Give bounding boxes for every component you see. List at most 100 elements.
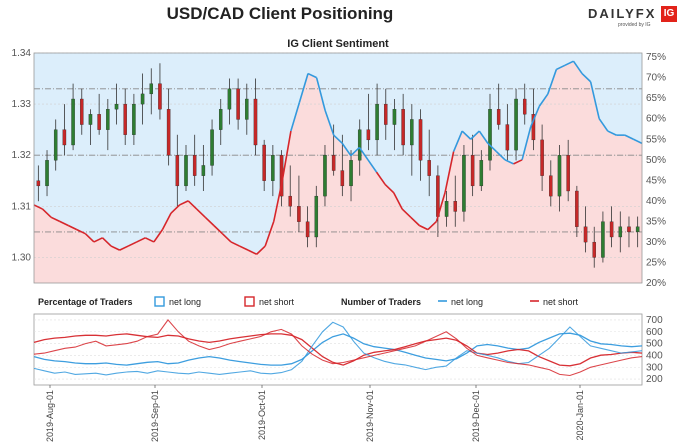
candle-body	[549, 175, 553, 197]
candle-body	[470, 155, 475, 187]
sentiment-segment	[315, 77, 326, 111]
candle-body	[114, 103, 119, 110]
candle-body	[583, 226, 588, 243]
candle-body	[323, 155, 327, 197]
candle-body	[166, 109, 171, 156]
sentiment-segment	[401, 208, 412, 218]
bottom-plot-frame	[33, 313, 643, 386]
candle-body	[236, 88, 240, 120]
legend-pct-long: net long	[169, 297, 201, 307]
candle-body	[53, 129, 58, 161]
candle-body	[140, 93, 145, 105]
candle-body	[410, 119, 414, 146]
sentiment-segment	[427, 220, 438, 231]
candle-body	[453, 201, 458, 212]
x-tick-label: 2020-Jan-01	[575, 390, 585, 441]
left-tick-label: 1.30	[12, 252, 32, 263]
ig-badge: IG	[661, 6, 677, 22]
series-line-net-long-	[33, 332, 643, 366]
sentiment-segment	[290, 102, 301, 132]
bottom-right-tick-label: 600	[646, 327, 663, 338]
candle-body	[357, 129, 362, 161]
x-tick-label: 2019-Nov-01	[365, 390, 375, 442]
sentiment-segment	[564, 60, 574, 67]
brand-name: DAILYFX	[588, 6, 657, 21]
right-tick-label: 70%	[646, 73, 666, 84]
candle-body	[80, 98, 84, 125]
sentiment-segment	[487, 142, 497, 153]
bottom-right-tick-label: 300	[646, 362, 663, 373]
candle-body	[618, 226, 623, 238]
candle-body	[514, 98, 518, 151]
sentiment-segment	[350, 146, 360, 157]
sentiment-segment	[419, 224, 429, 231]
candle-body	[331, 155, 336, 171]
candle-body	[601, 221, 605, 258]
sentiment-segment	[375, 171, 386, 185]
candle-body	[627, 226, 631, 233]
sentiment-segment	[247, 249, 257, 255]
short-area-below-line	[34, 61, 642, 284]
sentiment-segment	[84, 233, 95, 243]
brand-subtitle: provided by IG	[618, 22, 651, 28]
candle-body	[505, 124, 510, 151]
right-tick-label: 55%	[646, 134, 666, 145]
sentiment-segment	[384, 183, 395, 194]
candle-body	[36, 180, 41, 187]
candle-body	[218, 109, 223, 130]
candle-body	[262, 144, 266, 181]
sentiment-segment	[452, 130, 463, 152]
sentiment-segment	[410, 216, 420, 227]
candle-body	[392, 109, 397, 125]
candle-body	[123, 103, 127, 135]
candle-body	[201, 165, 206, 176]
right-tick-label: 60%	[646, 114, 666, 125]
x-tick-label: 2019-Aug-01	[45, 390, 55, 442]
sentiment-segment	[547, 69, 558, 95]
candle-body	[401, 109, 405, 146]
candle-body	[210, 129, 214, 166]
sentiment-segment	[153, 229, 164, 243]
sentiment-segment	[598, 118, 609, 132]
candle-body	[106, 109, 110, 130]
sentiment-segment	[633, 138, 643, 145]
candle-body	[297, 206, 301, 222]
candle-body	[418, 119, 423, 161]
top-plot-frame	[33, 52, 643, 284]
candle-body	[192, 155, 197, 176]
sentiment-segment	[341, 142, 352, 157]
candle-body	[340, 170, 345, 187]
sentiment-segment	[272, 180, 284, 222]
left-tick-label: 1.32	[12, 150, 32, 161]
series-line-net-short-	[33, 333, 643, 367]
x-tick-label: 2019-Sep-01	[150, 390, 160, 442]
sentiment-segment	[170, 204, 181, 214]
legend-pct-title: Percentage of Traders	[38, 297, 133, 307]
left-tick-label: 1.33	[12, 99, 32, 110]
candle-body	[227, 88, 232, 110]
right-tick-label: 30%	[646, 237, 666, 248]
sentiment-segment	[470, 130, 480, 140]
candle-body	[540, 139, 544, 176]
legend-num-long: net long	[451, 297, 483, 307]
candle-body	[288, 195, 292, 207]
sentiment-segment	[444, 151, 455, 193]
bottom-right-tick-label: 700	[646, 315, 663, 326]
sentiment-segment	[307, 72, 317, 79]
candle-body	[531, 114, 536, 141]
candle-body	[314, 195, 319, 238]
candle-body	[253, 98, 258, 146]
legend-short-box	[244, 296, 255, 307]
sentiment-segment	[101, 237, 112, 247]
candle-body	[271, 155, 275, 181]
sentiment-segment	[76, 228, 86, 235]
sentiment-segment	[59, 220, 69, 227]
sentiment-segment	[521, 126, 532, 160]
panel-title: IG Client Sentiment	[287, 38, 389, 50]
legend-num-short: net short	[543, 297, 579, 307]
candle-body	[62, 129, 67, 146]
sentiment-segment	[589, 81, 600, 119]
sentiment-segment	[213, 224, 223, 235]
candle-body	[566, 155, 570, 192]
sentiment-segment	[556, 64, 566, 71]
